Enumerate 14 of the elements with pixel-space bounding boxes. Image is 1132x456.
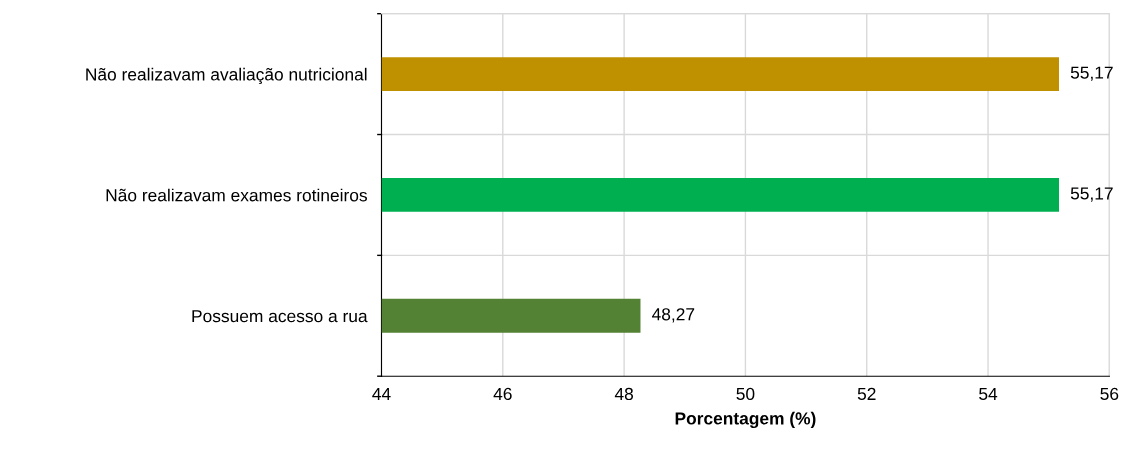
y-tick-label: Não realizavam avaliação nutricional bbox=[86, 67, 367, 85]
data-label: 55,17 bbox=[1070, 66, 1113, 81]
x-tick-label: 52 bbox=[857, 387, 876, 401]
x-tick-label: 44 bbox=[372, 387, 391, 400]
data-label: 48,27 bbox=[652, 308, 695, 323]
x-tick-label: 50 bbox=[736, 387, 755, 401]
x-tick-label: 46 bbox=[493, 387, 512, 401]
x-tick-label: 54 bbox=[979, 387, 998, 401]
x-tick-label: 48 bbox=[614, 387, 634, 401]
y-tick-label: Possuem acesso a rua bbox=[192, 310, 368, 323]
data-label: 55,17 bbox=[1070, 187, 1113, 202]
x-tick-label: 56 bbox=[1100, 387, 1119, 401]
x-axis-title: Porcentagem (%) bbox=[675, 411, 816, 429]
y-tick-label: Não realizavam exames rotineiros bbox=[106, 188, 367, 202]
